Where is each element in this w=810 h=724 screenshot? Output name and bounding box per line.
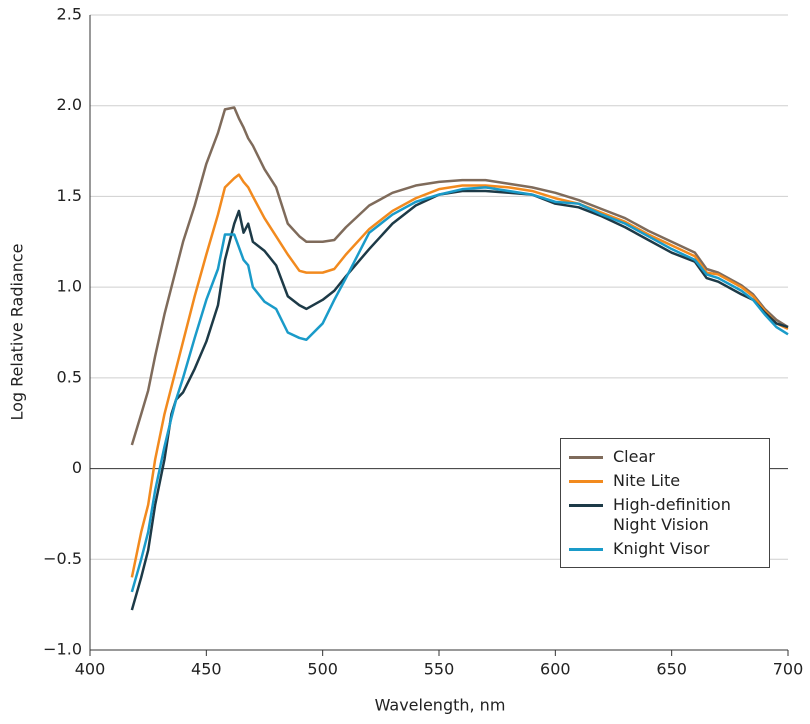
y-axis-label: Log Relative Radiance [8, 243, 27, 420]
y-tick-label: 2.5 [57, 5, 82, 24]
legend: Clear Nite Lite High-definition Night Visi… [560, 438, 770, 568]
legend-item: Knight Visor [561, 537, 769, 561]
legend-item: High-definition Night Vision [561, 493, 769, 537]
x-tick-label: 500 [307, 660, 338, 679]
legend-item: Clear [561, 445, 769, 469]
y-tick-label: 2.0 [57, 95, 82, 114]
series-line [130, 106, 789, 446]
legend-swatch [569, 548, 603, 551]
x-tick-label: 600 [540, 660, 571, 679]
legend-label: Clear [613, 447, 655, 466]
y-tick-label: 0.5 [57, 367, 82, 386]
legend-label: Knight Visor [613, 539, 710, 558]
x-tick-label: 650 [656, 660, 687, 679]
legend-swatch [569, 504, 603, 507]
y-tick-label: −1.0 [43, 640, 82, 659]
y-tick-label: 0 [72, 458, 82, 477]
x-tick-label: 400 [75, 660, 106, 679]
series-line [130, 186, 789, 593]
series-line [130, 189, 789, 611]
x-tick-label: 550 [424, 660, 455, 679]
legend-label: Nite Lite [613, 471, 681, 490]
legend-swatch [569, 480, 603, 483]
legend-item: Nite Lite [561, 469, 769, 493]
legend-swatch [569, 456, 603, 459]
x-tick-label: 450 [191, 660, 222, 679]
legend-label: High-definition Night Vision [613, 495, 731, 534]
y-tick-label: −0.5 [43, 549, 82, 568]
x-tick-label: 700 [773, 660, 804, 679]
x-axis-label: Wavelength, nm [375, 696, 506, 715]
series-line [130, 173, 789, 578]
y-tick-label: 1.5 [57, 186, 82, 205]
y-tick-label: 1.0 [57, 277, 82, 296]
